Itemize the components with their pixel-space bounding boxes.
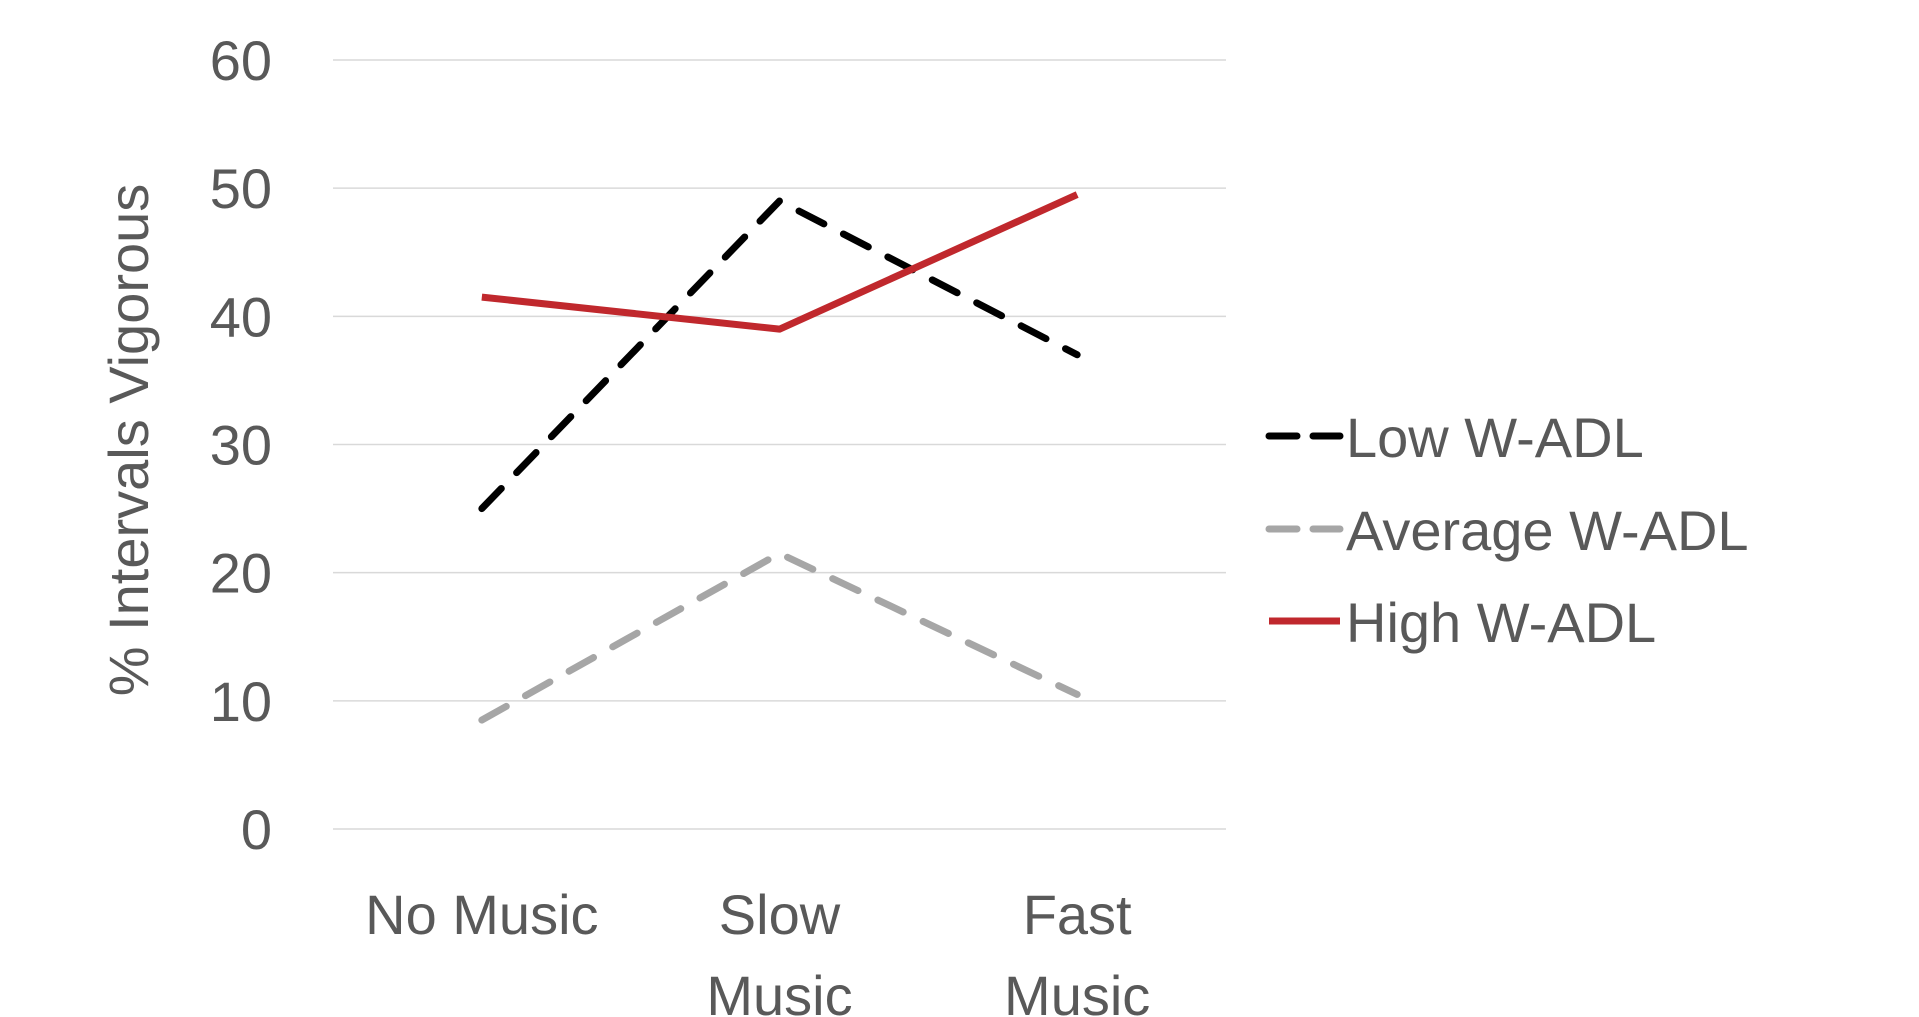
legend-label: High W-ADL	[1346, 591, 1656, 654]
y-tick-labels: 0 10 20 30 40 50 60	[210, 29, 272, 861]
gridlines	[333, 59, 1226, 830]
x-tick-label: Slow Music	[706, 883, 852, 1017]
y-tick-label: 60	[210, 29, 272, 92]
x-tick-label-line: Music	[706, 964, 852, 1017]
legend: Low W-ADL Average W-ADL High W-ADL	[1265, 406, 1749, 654]
y-tick-label: 30	[210, 414, 272, 477]
y-tick-label: 50	[210, 157, 272, 220]
x-tick-label-line: Fast	[1023, 883, 1132, 946]
series-lines	[478, 191, 1081, 724]
x-tick-label-line: Music	[1004, 964, 1150, 1017]
x-tick-label: No Music	[365, 883, 598, 946]
y-tick-label: 20	[210, 542, 272, 605]
x-tick-label-line: Slow	[719, 883, 841, 946]
legend-label: Average W-ADL	[1346, 499, 1749, 562]
y-tick-label: 0	[241, 798, 272, 861]
x-tick-labels: No Music Slow Music Fast Music	[365, 883, 1150, 1017]
series-line-0	[478, 197, 1081, 513]
x-tick-label: Fast Music	[1004, 883, 1150, 1017]
y-axis-title: % Intervals Vigorous	[97, 184, 160, 697]
y-tick-label: 40	[210, 285, 272, 348]
series-line-1	[478, 549, 1081, 724]
y-tick-label: 10	[210, 670, 272, 733]
x-tick-label-line: No Music	[365, 883, 598, 946]
legend-label: Low W-ADL	[1346, 406, 1644, 469]
